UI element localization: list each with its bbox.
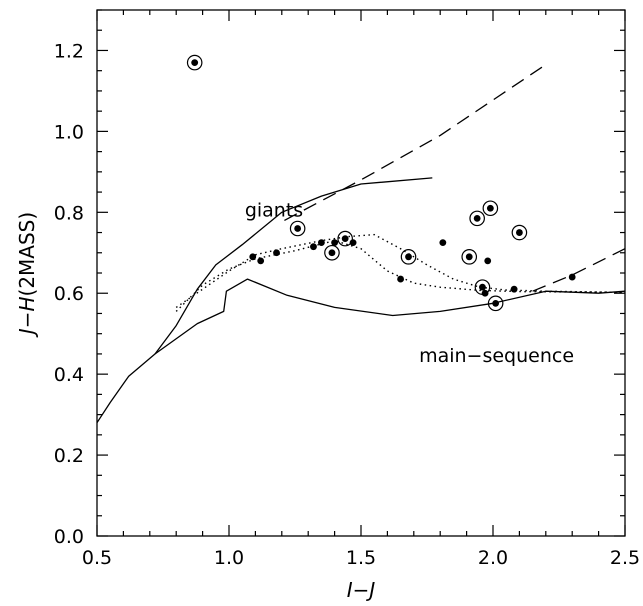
data-point xyxy=(191,59,199,66)
axis-tick-labels: 0.5 1.0 1.5 2.0 2.5 0.0 0.2 0.4 0.6 0.8 1.0 1.2 xyxy=(54,40,640,569)
data-point xyxy=(397,275,404,283)
data-point xyxy=(486,204,494,212)
data-point xyxy=(516,229,523,236)
data-point-ring xyxy=(400,249,417,265)
data-point-ring xyxy=(324,244,340,261)
x-tick-label: 2.0 xyxy=(478,547,508,569)
data-point xyxy=(492,299,500,307)
curve-giants-extended xyxy=(284,64,547,221)
y-axis-title-italic: J−H xyxy=(15,296,39,338)
curve-giants xyxy=(154,177,433,355)
y-axis-title-rest: (2MASS) xyxy=(15,212,39,297)
data-points xyxy=(186,54,576,312)
y-axis-title: J−H(2MASS) xyxy=(15,212,39,338)
data-point xyxy=(249,253,257,261)
data-point xyxy=(310,243,317,251)
data-point xyxy=(510,285,518,293)
data-point xyxy=(331,239,338,247)
x-tick-label: 0.5 xyxy=(82,547,112,569)
data-point-ring xyxy=(487,295,504,312)
data-point xyxy=(294,225,302,232)
data-point-ring xyxy=(482,200,499,217)
y-tick-label: 1.2 xyxy=(54,40,84,62)
data-point xyxy=(568,273,576,281)
data-point-ring xyxy=(289,220,306,237)
x-axis-title: I−J xyxy=(347,578,376,602)
axis-ticks xyxy=(96,9,626,537)
y-tick-label: 0.4 xyxy=(54,364,84,386)
data-point xyxy=(318,239,325,247)
annotation-label: giants xyxy=(245,199,303,221)
data-point xyxy=(328,249,336,257)
data-point xyxy=(473,214,481,222)
model-curves xyxy=(96,64,626,424)
annotations: giants main−sequence xyxy=(245,199,574,367)
data-point xyxy=(484,257,492,265)
data-point xyxy=(341,235,349,243)
data-point xyxy=(481,289,489,297)
x-tick-label: 1.0 xyxy=(214,547,244,569)
y-tick-label: 1.0 xyxy=(54,121,84,143)
y-tick-label: 0.0 xyxy=(54,526,84,548)
x-tick-label: 2.5 xyxy=(610,547,640,569)
data-point-ring xyxy=(337,230,353,247)
plot-frame xyxy=(96,9,626,537)
curve-main-sequence xyxy=(96,278,626,424)
data-point xyxy=(479,283,486,291)
x-tick-label: 1.5 xyxy=(346,547,376,569)
y-tick-label: 0.6 xyxy=(54,283,84,305)
annotation-label: main−sequence xyxy=(419,345,574,367)
data-point xyxy=(439,239,447,247)
data-point xyxy=(349,239,357,247)
data-point-ring xyxy=(511,224,528,241)
data-point xyxy=(273,249,280,257)
data-point xyxy=(405,253,412,261)
y-tick-label: 0.2 xyxy=(54,445,84,467)
data-point-ring xyxy=(186,54,203,71)
y-tick-label: 0.8 xyxy=(54,202,84,224)
data-point-ring xyxy=(461,249,478,265)
data-point xyxy=(465,253,473,261)
curve-dotted-model-2 xyxy=(175,239,626,312)
data-point xyxy=(257,257,265,265)
curve-dashed-tail xyxy=(532,248,626,292)
data-point-ring xyxy=(469,210,485,227)
curve-dotted-model-1 xyxy=(175,233,626,308)
